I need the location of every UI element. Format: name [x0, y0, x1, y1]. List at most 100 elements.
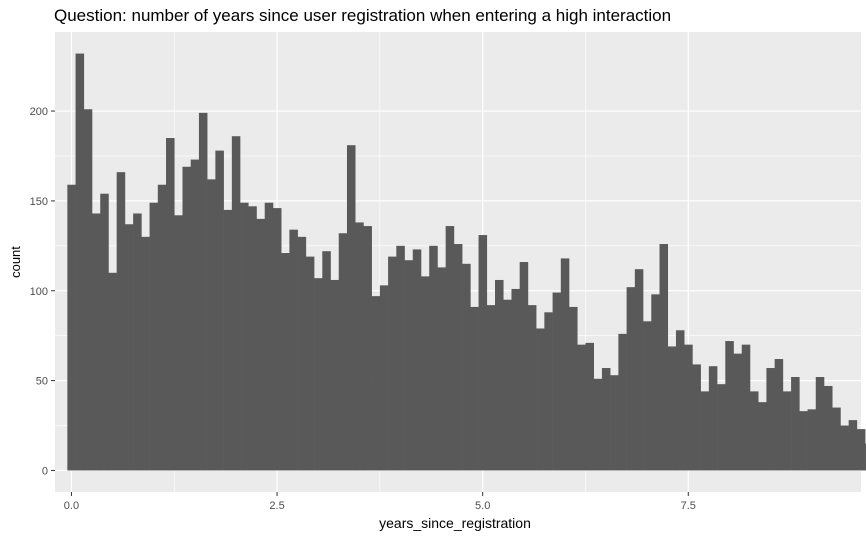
histogram-bar — [610, 375, 619, 471]
histogram-bar — [240, 202, 249, 471]
histogram-bar — [741, 344, 751, 471]
histogram-bar — [281, 253, 290, 471]
histogram-bar — [141, 236, 150, 471]
histogram-bar — [83, 109, 93, 471]
histogram-bar — [412, 249, 422, 471]
histogram-bar — [700, 391, 710, 471]
histogram-bar — [190, 159, 200, 471]
histogram-bar — [363, 226, 372, 471]
histogram-bar — [643, 321, 652, 471]
histogram-bar — [462, 263, 471, 471]
histogram-bar — [445, 226, 455, 471]
histogram-bar — [684, 344, 693, 471]
histogram-bar — [782, 391, 792, 471]
histogram-bar — [495, 279, 504, 471]
histogram-bar — [248, 206, 257, 471]
histogram-bar — [799, 411, 808, 471]
histogram-bar — [478, 235, 488, 471]
histogram-bar — [626, 287, 636, 471]
histogram-bar — [75, 53, 85, 471]
histogram-bar — [470, 306, 479, 471]
histogram-bar — [544, 312, 553, 471]
histogram-bar — [420, 276, 430, 471]
histogram-bar — [840, 425, 849, 471]
histogram-bar — [305, 256, 315, 471]
histogram-bar — [223, 209, 233, 471]
histogram-bar — [717, 384, 726, 471]
histogram-bar — [124, 224, 134, 471]
histogram-bar — [758, 402, 767, 471]
x-axis-ticks: 0.0 2.5 5.0 7.5 — [64, 492, 696, 512]
y-axis-label: count — [8, 246, 23, 278]
histogram-bar — [823, 385, 833, 471]
histogram-bar — [256, 218, 266, 471]
y-tick-label: 0 — [42, 465, 48, 477]
histogram-bar — [708, 366, 718, 471]
histogram-bar — [92, 213, 101, 471]
histogram-bar — [503, 299, 512, 471]
histogram-bar — [601, 368, 611, 471]
x-axis-label: years_since_registration — [379, 515, 531, 531]
histogram-bar — [355, 222, 364, 471]
histogram-bar — [108, 272, 117, 471]
histogram-bar — [749, 391, 759, 471]
histogram-bar — [552, 292, 562, 471]
histogram-bar — [634, 269, 644, 471]
histogram-bar — [322, 251, 331, 471]
y-tick-label: 200 — [30, 106, 48, 118]
x-tick-label: 0.0 — [64, 500, 79, 512]
x-tick-label: 2.5 — [269, 500, 284, 512]
histogram-bar — [157, 184, 167, 471]
histogram-bar — [371, 296, 381, 471]
histogram-bar — [207, 179, 216, 471]
histogram-bar — [388, 256, 397, 471]
y-tick-label: 100 — [30, 286, 48, 298]
histogram-bar — [198, 112, 208, 471]
histogram-bar — [692, 364, 701, 471]
histogram-bar — [67, 184, 76, 471]
histogram-bar — [215, 150, 224, 471]
histogram-bar — [519, 262, 529, 471]
histogram-bar — [593, 378, 603, 471]
histogram-bar — [577, 344, 586, 471]
histogram-bar — [536, 328, 545, 471]
histogram-bar — [133, 213, 142, 471]
histogram-bar — [766, 368, 775, 471]
histogram-bar — [659, 244, 669, 471]
histogram-bars — [67, 53, 866, 471]
histogram-bar — [379, 285, 389, 471]
histogram-bar — [848, 420, 858, 471]
histogram-bar — [791, 377, 800, 471]
histogram-bar — [437, 267, 446, 471]
histogram-bar — [272, 208, 282, 471]
histogram-bar — [297, 236, 307, 471]
histogram-bar — [725, 341, 734, 471]
histogram-bar — [807, 409, 817, 471]
histogram-bar — [832, 407, 841, 471]
histogram-bar — [856, 429, 866, 471]
histogram-bar — [346, 145, 356, 471]
histogram-bar — [651, 294, 660, 471]
histogram-bar — [149, 202, 159, 471]
y-tick-label: 150 — [30, 196, 48, 208]
x-tick-label: 7.5 — [681, 500, 696, 512]
histogram-bar — [338, 233, 348, 471]
histogram-bar — [675, 330, 685, 471]
histogram-bar — [166, 138, 175, 471]
x-tick-label: 5.0 — [475, 500, 490, 512]
histogram-bar — [330, 279, 340, 471]
histogram-bar — [231, 136, 241, 471]
histogram-bar — [264, 202, 274, 471]
histogram-bar — [182, 166, 192, 471]
histogram-bar — [116, 172, 126, 471]
histogram-bar — [774, 359, 784, 471]
histogram-bar — [560, 258, 570, 471]
histogram-bar — [585, 342, 595, 471]
histogram-bar — [404, 260, 414, 471]
histogram-bar — [314, 278, 323, 471]
histogram-bar — [618, 333, 627, 471]
y-axis-ticks: 0 50 100 150 200 — [30, 106, 55, 477]
histogram-bar — [569, 306, 578, 471]
histogram-bar — [815, 377, 825, 471]
